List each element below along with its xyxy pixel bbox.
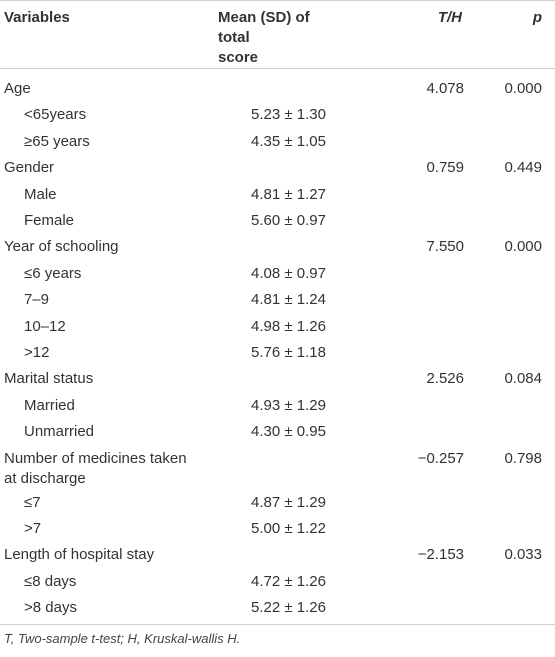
- row-label: Age: [4, 80, 31, 97]
- row-t-value: 4.078: [426, 80, 464, 97]
- row-p-value: 0.000: [504, 80, 542, 97]
- row-label: >7: [24, 520, 42, 537]
- row-t-value: 7.550: [426, 238, 464, 256]
- row-t-value: −0.257: [417, 449, 464, 467]
- row-label: Length of hospital stay: [4, 546, 155, 564]
- table-row: 10–12 4.98 ± 1.26: [0, 314, 555, 340]
- row-label: Female: [24, 212, 75, 229]
- table-row: >12 5.76 ± 1.18: [0, 340, 555, 366]
- row-p-value: 0.449: [504, 159, 542, 177]
- row-label: Unmarried: [24, 423, 95, 441]
- table-row: Marital status 2.526 0.084: [0, 366, 555, 392]
- row-label: ≥65 years: [24, 132, 90, 150]
- top-rule: [0, 0, 555, 1]
- table-row: Length of hospital stay −2.153 0.033: [0, 542, 555, 568]
- header-rule: [0, 68, 555, 69]
- row-mean: 4.08 ± 0.97: [251, 264, 326, 282]
- row-t-value: −2.153: [417, 546, 464, 564]
- header-mean: Mean (SD) of total score: [218, 8, 342, 68]
- table-row: ≤8 days 4.72 ± 1.26: [0, 569, 555, 595]
- row-mean: 4.81 ± 1.27: [251, 185, 326, 203]
- bottom-rule: [0, 624, 555, 625]
- table-row: ≤7 4.87 ± 1.29: [0, 490, 555, 516]
- row-mean: 4.72 ± 1.26: [251, 572, 326, 590]
- row-mean: 4.98 ± 1.26: [251, 317, 326, 335]
- table-row: >8 days 5.22 ± 1.26: [0, 595, 555, 621]
- row-mean: 5.60 ± 0.97: [251, 212, 326, 229]
- table-row: Male 4.81 ± 1.27: [0, 182, 555, 208]
- row-label: Married: [24, 396, 75, 414]
- table-row: Female 5.60 ± 0.97: [0, 208, 555, 234]
- row-mean: 4.81 ± 1.24: [251, 291, 326, 309]
- row-label: Number of medicines taken at discharge: [4, 449, 187, 487]
- row-label: Year of schooling: [4, 238, 119, 256]
- row-label: Marital status: [4, 370, 94, 388]
- header-mean-line1: Mean (SD) of total: [218, 9, 310, 46]
- row-mean: 5.00 ± 1.22: [251, 520, 326, 537]
- header-th: T/H: [437, 9, 462, 26]
- row-label: ≤8 days: [24, 572, 77, 590]
- row-mean: 5.76 ± 1.18: [251, 344, 326, 361]
- row-mean: 4.93 ± 1.29: [251, 396, 326, 414]
- row-label: >12: [24, 344, 50, 361]
- header-mean-line2: score: [218, 49, 259, 66]
- row-mean: 4.87 ± 1.29: [251, 493, 326, 511]
- row-t-value: 0.759: [426, 159, 464, 177]
- table-row: Unmarried 4.30 ± 0.95: [0, 419, 555, 445]
- row-label: 10–12: [24, 317, 66, 335]
- header-p: p: [532, 9, 542, 26]
- row-mean: 4.35 ± 1.05: [251, 132, 326, 150]
- row-label: <65years: [24, 106, 87, 124]
- row-mean: 5.23 ± 1.30: [251, 106, 326, 124]
- table-row: Age 4.078 0.000: [0, 76, 555, 102]
- table-row: Year of schooling 7.550 0.000: [0, 234, 555, 260]
- table-footnote: T, Two-sample t-test; H, Kruskal-wallis …: [4, 631, 241, 646]
- row-label: ≤6 years: [24, 264, 82, 282]
- table-row: Gender 0.759 0.449: [0, 155, 555, 181]
- row-mean: 5.22 ± 1.26: [251, 599, 326, 617]
- row-t-value: 2.526: [426, 370, 464, 388]
- row-p-value: 0.033: [504, 546, 542, 564]
- table-row: ≤6 years 4.08 ± 0.97: [0, 261, 555, 287]
- row-mean: 4.30 ± 0.95: [251, 423, 326, 441]
- row-label: 7–9: [24, 291, 50, 309]
- header-variables: Variables: [4, 9, 70, 26]
- row-label: Gender: [4, 159, 55, 177]
- row-p-value: 0.798: [504, 449, 542, 467]
- row-label: Male: [24, 185, 57, 203]
- table-row: <65years 5.23 ± 1.30: [0, 102, 555, 128]
- table-row: ≥65 years 4.35 ± 1.05: [0, 129, 555, 155]
- row-label: >8 days: [24, 599, 77, 617]
- table-row: 7–9 4.81 ± 1.24: [0, 287, 555, 313]
- table-row: >7 5.00 ± 1.22: [0, 516, 555, 542]
- row-label: ≤7: [24, 493, 41, 511]
- table-row: Number of medicines taken at discharge −0…: [0, 446, 555, 490]
- row-p-value: 0.000: [504, 238, 542, 256]
- table-row: Married 4.93 ± 1.29: [0, 393, 555, 419]
- row-p-value: 0.084: [504, 370, 542, 388]
